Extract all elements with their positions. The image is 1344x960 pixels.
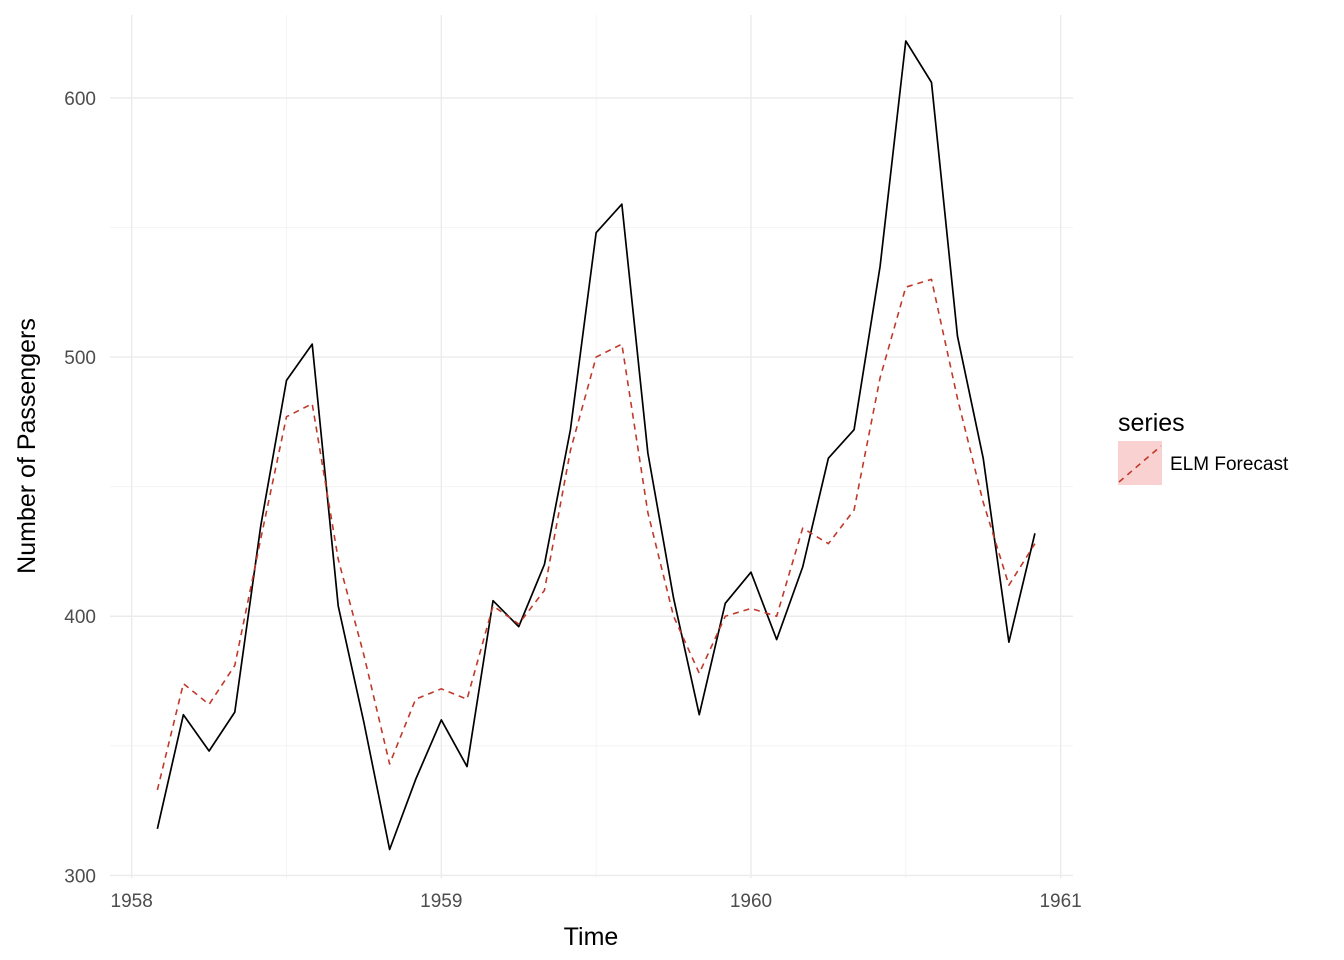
y-axis-title: Number of Passengers bbox=[13, 318, 41, 574]
legend: series ELM Forecast bbox=[1118, 409, 1289, 485]
x-tick-label: 1961 bbox=[1039, 891, 1081, 912]
series-line-elm-forecast bbox=[156, 278, 1036, 791]
x-axis-ticks: 1958 1959 1960 1961 bbox=[111, 891, 1082, 912]
y-axis-ticks: 300 400 500 600 bbox=[64, 89, 96, 887]
y-tick-label: 600 bbox=[64, 89, 96, 110]
legend-entry-elm-forecast: ELM Forecast bbox=[1170, 454, 1289, 475]
legend-title: series bbox=[1118, 409, 1185, 437]
series-layer bbox=[156, 40, 1036, 851]
legend-key-line bbox=[1118, 445, 1162, 483]
series-line-actual bbox=[156, 40, 1036, 851]
x-tick-label: 1958 bbox=[111, 891, 153, 912]
x-tick-label: 1960 bbox=[730, 891, 772, 912]
x-tick-label: 1959 bbox=[420, 891, 462, 912]
legend-key-background bbox=[1118, 441, 1162, 485]
y-tick-label: 500 bbox=[64, 348, 96, 369]
y-tick-label: 400 bbox=[64, 607, 96, 628]
grid bbox=[110, 15, 1073, 878]
y-tick-label: 300 bbox=[64, 866, 96, 887]
x-axis-title: Time bbox=[564, 923, 619, 951]
